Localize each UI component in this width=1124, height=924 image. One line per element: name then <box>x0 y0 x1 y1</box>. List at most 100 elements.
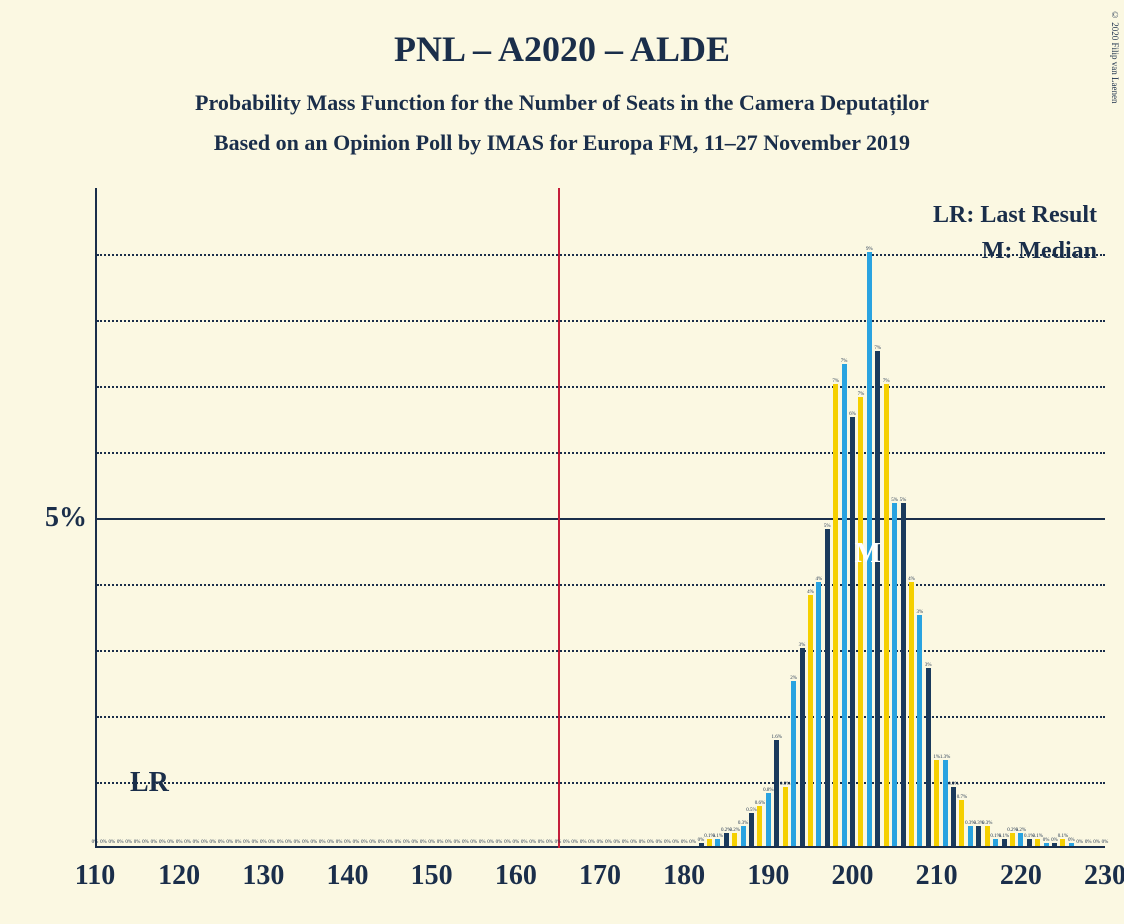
bar-value-label: 0.7% <box>957 795 967 800</box>
bar-value-label: 0% <box>167 840 174 845</box>
copyright-text: © 2020 Filip van Laenen <box>1110 10 1120 103</box>
bar: 0% <box>640 845 645 846</box>
x-axis-label: 130 <box>242 860 284 892</box>
bar-value-label: 0% <box>243 840 250 845</box>
gridline <box>97 518 1105 520</box>
bar: 0.2% <box>1010 833 1015 846</box>
bar-value-label: 7% <box>841 359 848 364</box>
bar-value-label: 0% <box>369 840 376 845</box>
bar: 0% <box>210 845 215 846</box>
bar-value-label: 0% <box>159 840 166 845</box>
bar: 0% <box>665 845 670 846</box>
bar: 0% <box>353 845 358 846</box>
bar: 4% <box>909 582 914 846</box>
bar: 0.7% <box>959 800 964 846</box>
bar-value-label: 0% <box>1102 840 1109 845</box>
bar: 0.1% <box>1060 839 1065 846</box>
bar-value-label: 1.3% <box>940 755 950 760</box>
bar: 1.3% <box>943 760 948 846</box>
gridline <box>97 452 1105 454</box>
bar: 0% <box>471 845 476 846</box>
bar: 3% <box>926 668 931 846</box>
bar-value-label: 0.1% <box>1058 834 1068 839</box>
bar-value-label: 3% <box>916 610 923 615</box>
bar-value-label: 0% <box>184 840 191 845</box>
bar: 0% <box>648 845 653 846</box>
bar-value-label: 0% <box>108 840 115 845</box>
bar-value-label: 0.5% <box>746 808 756 813</box>
x-axis-label: 190 <box>747 860 789 892</box>
bar: 4% <box>816 582 821 846</box>
bar-value-label: 0% <box>538 840 545 845</box>
x-axis-label: 170 <box>579 860 621 892</box>
bar: 0.3% <box>976 826 981 846</box>
chart-subtitle-2: Based on an Opinion Poll by IMAS for Eur… <box>0 116 1124 156</box>
bar: 0% <box>320 845 325 846</box>
bar-value-label: 0% <box>336 840 343 845</box>
bar-value-label: 0% <box>134 840 141 845</box>
bar-value-label: 0% <box>100 840 107 845</box>
bar-value-label: 0% <box>454 840 461 845</box>
bar-value-label: 0% <box>353 840 360 845</box>
bar-value-label: 0% <box>672 840 679 845</box>
bar: 0% <box>311 845 316 846</box>
bar: 0% <box>463 845 468 846</box>
bar-value-label: 0% <box>445 840 452 845</box>
bar: 0% <box>185 845 190 846</box>
bar: 0.2% <box>1018 833 1023 846</box>
bar: 0% <box>699 843 704 846</box>
bar-value-label: 0% <box>479 840 486 845</box>
bar-value-label: 2% <box>790 676 797 681</box>
bar: 0% <box>177 845 182 846</box>
bar: 0.9% <box>783 787 788 846</box>
gridline <box>97 650 1105 652</box>
bar-value-label: 0% <box>226 840 233 845</box>
bar-value-label: 5% <box>891 498 898 503</box>
bar: 0% <box>370 845 375 846</box>
bar-value-label: 0% <box>512 840 519 845</box>
bar: 0% <box>412 845 417 846</box>
bar: 0% <box>194 845 199 846</box>
bar: 0% <box>446 845 451 846</box>
bar: 5% <box>892 503 897 846</box>
bar-value-label: 0% <box>428 840 435 845</box>
bar-value-label: 0% <box>504 840 511 845</box>
bar: 0% <box>1094 845 1099 846</box>
bar: 7% <box>842 364 847 846</box>
bar: 0% <box>1103 845 1108 846</box>
bar-value-label: 0% <box>201 840 208 845</box>
bar: 0% <box>690 845 695 846</box>
bar-value-label: 0% <box>395 840 402 845</box>
bar: 0% <box>480 845 485 846</box>
bar: 0% <box>109 845 114 846</box>
bar: 0% <box>631 845 636 846</box>
bar-value-label: 4% <box>807 590 814 595</box>
bar: 0% <box>101 845 106 846</box>
bar: 1.6% <box>774 740 779 846</box>
bar: 0% <box>513 845 518 846</box>
bar: 0.1% <box>993 839 998 846</box>
bar-value-label: 0% <box>386 840 393 845</box>
bar-value-label: 3% <box>799 643 806 648</box>
bar: 0% <box>337 845 342 846</box>
bar-value-label: 0.2% <box>1016 828 1026 833</box>
bar: 0% <box>404 845 409 846</box>
bar: 3% <box>917 615 922 846</box>
bar: 0% <box>168 845 173 846</box>
bar-value-label: 5% <box>900 498 907 503</box>
chart-title: PNL – A2020 – ALDE <box>0 0 1124 70</box>
bar: 0% <box>328 845 333 846</box>
bar-value-label: 0% <box>344 840 351 845</box>
bar-value-label: 0.9% <box>948 782 958 787</box>
bar-value-label: 3% <box>925 663 932 668</box>
bar: 0% <box>623 845 628 846</box>
bar: 0% <box>261 845 266 846</box>
bar: 0% <box>286 845 291 846</box>
legend-median: M: Median <box>982 238 1097 265</box>
bar: 0.9% <box>951 787 956 846</box>
bar-value-label: 0% <box>1085 840 1092 845</box>
bar: 0% <box>202 845 207 846</box>
bar: 0% <box>614 845 619 846</box>
bar: 0% <box>345 845 350 846</box>
bar-value-label: 0% <box>529 840 536 845</box>
